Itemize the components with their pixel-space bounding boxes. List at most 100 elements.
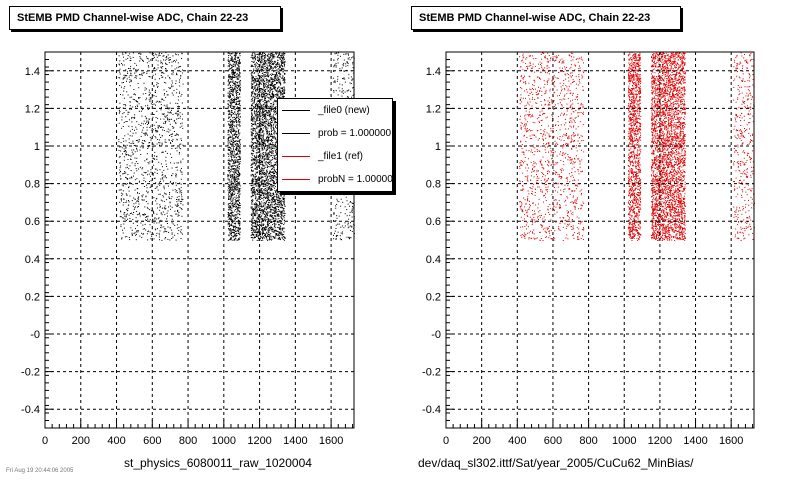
data-point — [229, 164, 231, 166]
data-point — [172, 71, 174, 73]
data-point — [235, 175, 237, 177]
data-point — [266, 96, 268, 98]
data-point — [176, 224, 178, 226]
data-point — [237, 173, 239, 175]
data-point — [172, 113, 174, 115]
data-point — [278, 91, 280, 92]
data-point — [179, 169, 181, 171]
data-point — [177, 99, 179, 101]
data-point — [231, 143, 233, 145]
data-point — [262, 204, 264, 206]
data-point — [238, 129, 240, 131]
data-point — [270, 89, 272, 91]
data-point — [131, 212, 132, 214]
data-point — [130, 59, 132, 61]
data-point — [253, 228, 255, 230]
data-point — [268, 84, 270, 86]
data-point — [228, 158, 230, 160]
data-point — [230, 189, 231, 191]
data-point — [270, 227, 272, 228]
data-point — [168, 139, 170, 141]
data-point — [227, 87, 229, 89]
data-point — [236, 216, 238, 218]
data-point — [235, 131, 237, 133]
data-point — [163, 231, 165, 233]
data-point — [263, 180, 265, 182]
data-point — [166, 90, 168, 92]
data-point — [259, 77, 261, 79]
data-point — [161, 135, 163, 137]
data-point — [122, 217, 124, 219]
data-point — [277, 68, 279, 70]
data-point — [125, 147, 127, 149]
data-point — [276, 173, 278, 175]
data-point — [264, 82, 266, 84]
data-point — [234, 129, 236, 131]
data-point — [143, 143, 145, 145]
data-point — [259, 60, 261, 62]
data-point — [278, 220, 280, 222]
data-point — [276, 110, 278, 112]
data-point — [271, 165, 273, 166]
data-point — [152, 74, 154, 76]
data-point — [135, 239, 137, 241]
data-point — [230, 148, 232, 150]
data-point — [234, 210, 236, 212]
data-point — [159, 169, 161, 171]
data-point — [258, 93, 260, 95]
data-point — [257, 235, 259, 237]
data-point — [263, 188, 265, 190]
data-point — [233, 226, 235, 228]
data-point — [233, 157, 235, 159]
data-point — [230, 81, 232, 83]
data-point — [275, 207, 276, 208]
data-point — [263, 94, 265, 96]
data-point — [239, 204, 241, 206]
data-point — [118, 141, 120, 143]
data-point — [165, 150, 167, 152]
data-point — [127, 159, 129, 160]
data-point — [169, 181, 171, 183]
data-point — [231, 115, 232, 117]
data-point — [282, 210, 284, 212]
data-point — [227, 224, 229, 226]
data-point — [272, 175, 274, 177]
data-point — [136, 206, 138, 208]
data-point — [274, 157, 276, 159]
data-point — [159, 209, 161, 211]
data-point — [161, 77, 163, 79]
data-point — [260, 105, 262, 107]
data-point — [265, 70, 267, 72]
data-point — [229, 217, 231, 219]
data-point — [251, 179, 253, 181]
data-point — [264, 84, 266, 86]
data-point — [236, 136, 238, 138]
data-point — [119, 102, 121, 104]
data-point — [268, 100, 270, 102]
data-point — [265, 179, 267, 181]
data-point — [283, 200, 285, 202]
data-point — [253, 89, 255, 90]
data-point — [126, 200, 128, 202]
data-point — [179, 117, 181, 119]
data-point — [254, 204, 256, 206]
data-point — [269, 150, 270, 152]
data-point — [257, 117, 259, 119]
data-point — [167, 210, 169, 212]
data-point — [238, 161, 240, 163]
data-point — [269, 121, 271, 123]
data-point — [239, 87, 241, 89]
data-point — [265, 95, 267, 97]
data-point — [228, 130, 230, 132]
data-point — [271, 140, 273, 142]
data-point — [233, 235, 235, 237]
data-point — [125, 75, 127, 76]
data-point — [268, 112, 270, 114]
data-point — [165, 82, 167, 84]
data-point — [256, 57, 258, 59]
data-point — [265, 110, 267, 112]
data-point — [273, 167, 275, 169]
data-point — [239, 100, 241, 102]
data-point — [178, 215, 180, 216]
data-point — [254, 94, 256, 96]
